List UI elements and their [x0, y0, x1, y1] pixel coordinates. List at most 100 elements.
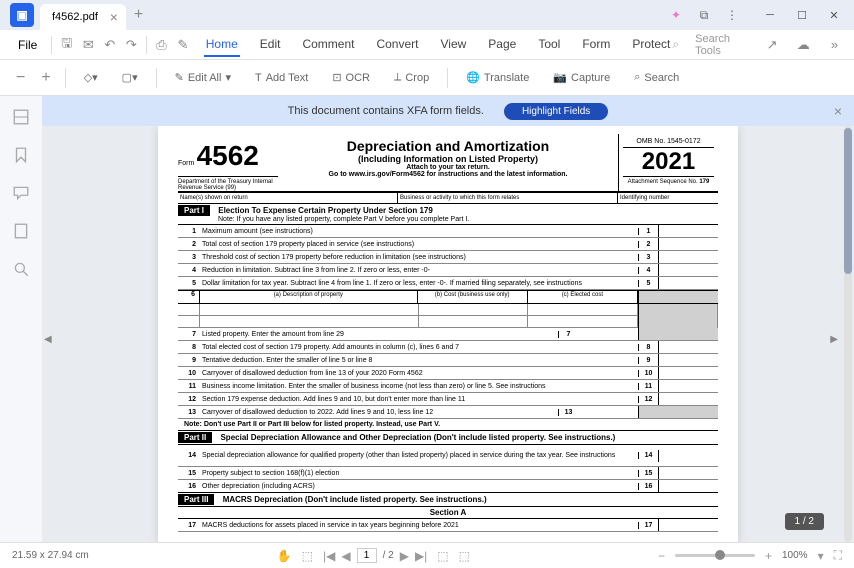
form-omb: OMB No. 1545-0172: [623, 138, 714, 148]
next-page-icon[interactable]: ▶: [400, 549, 409, 563]
open-external-icon[interactable]: ⧉: [694, 5, 714, 25]
page-total: / 2: [383, 550, 394, 561]
search-tools-icon: ⌕: [672, 37, 679, 52]
next-page-chevron[interactable]: ▶: [830, 334, 838, 345]
translate-icon: 🌐: [466, 71, 480, 84]
cloud-icon[interactable]: ☁: [795, 34, 812, 56]
select-tool-icon[interactable]: ⬚: [302, 549, 313, 563]
document-tab[interactable]: f4562.pdf ×: [40, 4, 126, 30]
highlight-fields-button[interactable]: Highlight Fields: [504, 103, 608, 120]
tab-title: f4562.pdf: [52, 11, 98, 23]
titlebar: ▣ f4562.pdf × + ✦ ⧉ ⋮ ─ ☐ ✕: [0, 0, 854, 30]
zoom-out-status-icon[interactable]: −: [658, 549, 665, 563]
xfa-close-icon[interactable]: ×: [834, 103, 842, 119]
minimize-icon[interactable]: ─: [754, 1, 786, 29]
crop-icon: ⟂: [394, 71, 401, 84]
part2-label: Part II: [178, 432, 212, 443]
tab-comment[interactable]: Comment: [300, 33, 356, 57]
xfa-message: This document contains XFA form fields.: [288, 105, 484, 117]
print-icon[interactable]: ⎙: [154, 34, 170, 56]
ocr-button[interactable]: ⊡OCR: [324, 67, 378, 88]
form-dept: Department of the Treasury Internal Reve…: [178, 176, 278, 191]
maximize-icon[interactable]: ☐: [786, 1, 818, 29]
bookmarks-icon[interactable]: [12, 146, 30, 164]
menu-icon[interactable]: ⋮: [722, 5, 742, 25]
share-icon[interactable]: ↗: [764, 34, 781, 56]
vertical-scrollbar[interactable]: [844, 126, 852, 542]
tab-home[interactable]: Home: [204, 33, 240, 57]
part1-label: Part I: [178, 205, 210, 216]
last-page-icon[interactable]: ▶|: [415, 549, 427, 563]
search-tools[interactable]: Search Tools: [687, 30, 752, 60]
page-badge: 1 / 2: [785, 513, 824, 530]
tab-edit[interactable]: Edit: [258, 33, 283, 57]
first-page-icon[interactable]: |◀: [323, 549, 335, 563]
page-number-input[interactable]: [357, 548, 377, 563]
fit-page-icon[interactable]: ⬚: [459, 549, 470, 563]
form-number: 4562: [197, 140, 259, 171]
rect-tool[interactable]: ▢▾: [114, 67, 146, 88]
prev-page-chevron[interactable]: ◀: [44, 334, 52, 345]
tab-view[interactable]: View: [439, 33, 469, 57]
part2-title: Special Depreciation Allowance and Other…: [220, 433, 615, 442]
tab-page[interactable]: Page: [486, 33, 518, 57]
zoom-in-icon[interactable]: +: [33, 69, 58, 87]
tab-convert[interactable]: Convert: [374, 33, 420, 57]
toolbar: − + ◇▾ ▢▾ ✎Edit All▾ TAdd Text ⊡OCR ⟂Cro…: [0, 60, 854, 96]
new-tab-icon[interactable]: +: [134, 6, 143, 24]
highlight-icon[interactable]: ✎: [175, 34, 191, 56]
part1-title: Election To Expense Certain Property Und…: [218, 206, 433, 215]
crop-button[interactable]: ⟂Crop: [386, 67, 437, 88]
main-area: This document contains XFA form fields. …: [0, 96, 854, 542]
close-icon[interactable]: ✕: [818, 1, 850, 29]
file-menu[interactable]: File: [8, 38, 47, 52]
menubar: File 🖫 ✉ ↶ ↷ ⎙ ✎ Home Edit Comment Conve…: [0, 30, 854, 60]
zoom-slider[interactable]: [675, 554, 755, 557]
expand-icon[interactable]: »: [826, 34, 843, 56]
translate-button[interactable]: 🌐Translate: [458, 67, 537, 88]
tab-close-icon[interactable]: ×: [110, 9, 118, 25]
left-panel: [0, 96, 42, 542]
fit-width-icon[interactable]: ⬚: [437, 549, 448, 563]
statusbar: 21.59 x 27.94 cm ✋ ⬚ |◀ ◀ / 2 ▶ ▶| ⬚ ⬚ −…: [0, 542, 854, 568]
tab-form[interactable]: Form: [580, 33, 612, 57]
edit-all-button[interactable]: ✎Edit All▾: [167, 67, 239, 88]
hand-tool-icon[interactable]: ✋: [277, 549, 292, 563]
mail-icon[interactable]: ✉: [81, 34, 97, 56]
search-button[interactable]: ⌕Search: [626, 67, 687, 88]
part1-note: Note: If you have any listed property, c…: [218, 216, 718, 223]
add-text-button[interactable]: TAdd Text: [247, 68, 316, 88]
name-field[interactable]: Name(s) shown on return: [178, 193, 398, 203]
camera-icon: 📷: [553, 71, 567, 84]
id-field[interactable]: Identifying number: [618, 193, 718, 203]
tab-protect[interactable]: Protect: [630, 33, 672, 57]
fullscreen-icon[interactable]: ⛶: [834, 548, 842, 563]
undo-icon[interactable]: ↶: [102, 34, 118, 56]
find-icon[interactable]: [12, 260, 30, 278]
zoom-percent[interactable]: 100%: [782, 550, 808, 561]
save-icon[interactable]: 🖫: [59, 34, 75, 56]
tab-tool[interactable]: Tool: [536, 33, 562, 57]
ai-icon[interactable]: ✦: [666, 5, 686, 25]
zoom-out-icon[interactable]: −: [8, 69, 33, 87]
app-icon[interactable]: ▣: [10, 3, 34, 27]
zoom-dropdown-icon[interactable]: ▾: [818, 549, 824, 563]
part3-label: Part III: [178, 494, 214, 505]
zoom-in-status-icon[interactable]: +: [765, 549, 772, 563]
comments-icon[interactable]: [12, 184, 30, 202]
pdf-page: Form 4562 Department of the Treasury Int…: [158, 126, 738, 542]
attachments-icon[interactable]: [12, 222, 30, 240]
document-area: This document contains XFA form fields. …: [42, 96, 854, 542]
shape-tool[interactable]: ◇▾: [76, 67, 106, 88]
document-viewer[interactable]: ◀ ▶ Form 4562 Department of the Treasury…: [42, 126, 854, 542]
form-label: Form: [178, 160, 194, 167]
capture-button[interactable]: 📷Capture: [545, 67, 618, 88]
menu-tabs: Home Edit Comment Convert View Page Tool…: [204, 33, 673, 57]
business-field[interactable]: Business or activity to which this form …: [398, 193, 618, 203]
redo-icon[interactable]: ↷: [124, 34, 140, 56]
form-subtitle: (Including Information on Listed Propert…: [282, 154, 614, 164]
prev-page-icon[interactable]: ◀: [341, 549, 350, 563]
part3-title: MACRS Depreciation (Don't include listed…: [223, 495, 487, 504]
thumbnails-icon[interactable]: [12, 108, 30, 126]
edit-icon: ✎: [175, 71, 184, 84]
